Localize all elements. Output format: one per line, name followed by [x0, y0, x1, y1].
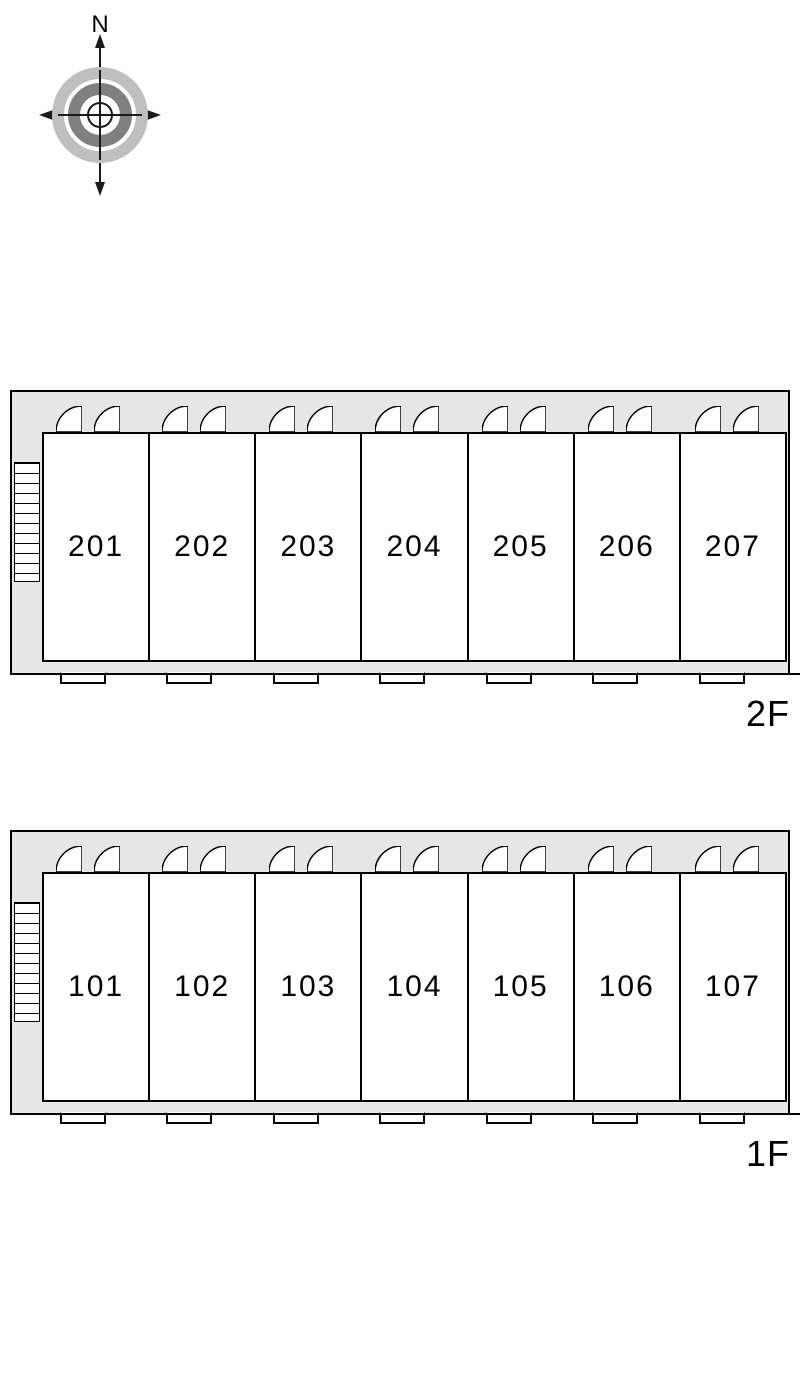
unit-number: 204: [386, 530, 442, 564]
unit-cell: 102: [148, 872, 256, 1102]
unit-number: 206: [599, 530, 655, 564]
unit-number: 102: [174, 970, 230, 1004]
unit-number: 101: [68, 970, 124, 1004]
unit-cell: 205: [467, 432, 575, 662]
unit-cell: 204: [360, 432, 468, 662]
units-row: 201 202 203 204 205 206 207: [42, 432, 787, 662]
unit-number: 201: [68, 530, 124, 564]
stair-icon: [14, 462, 40, 582]
unit-cell: 103: [254, 872, 362, 1102]
unit-cell: 203: [254, 432, 362, 662]
door-row: [42, 840, 787, 872]
compass-north-letter: N: [91, 11, 108, 38]
unit-number: 104: [386, 970, 442, 1004]
floorplan-page: N: [0, 0, 800, 1355]
floor-outline: 201 202 203 204 205 206 207: [10, 390, 790, 675]
floor-label: 1F: [10, 1133, 790, 1175]
unit-cell: 207: [679, 432, 787, 662]
baseline: [12, 673, 800, 675]
unit-cell: 105: [467, 872, 575, 1102]
unit-number: 103: [280, 970, 336, 1004]
unit-cell: 201: [42, 432, 150, 662]
unit-cell: 202: [148, 432, 256, 662]
unit-cell: 106: [573, 872, 681, 1102]
door-row: [42, 400, 787, 432]
unit-number: 205: [493, 530, 549, 564]
unit-number: 107: [705, 970, 761, 1004]
unit-cell: 107: [679, 872, 787, 1102]
units-row: 101 102 103 104 105 106 107: [42, 872, 787, 1102]
unit-number: 203: [280, 530, 336, 564]
floor-block-2f: 201 202 203 204 205 206 207 2F: [10, 390, 790, 735]
floor-outline: 101 102 103 104 105 106 107: [10, 830, 790, 1115]
floor-block-1f: 101 102 103 104 105 106 107 1F: [10, 830, 790, 1175]
unit-number: 105: [493, 970, 549, 1004]
unit-cell: 101: [42, 872, 150, 1102]
compass-rose: N: [25, 10, 175, 210]
floor-label: 2F: [10, 693, 790, 735]
unit-cell: 104: [360, 872, 468, 1102]
unit-cell: 206: [573, 432, 681, 662]
compass-icon: N: [25, 10, 175, 210]
unit-number: 202: [174, 530, 230, 564]
stair-icon: [14, 902, 40, 1022]
unit-number: 106: [599, 970, 655, 1004]
baseline: [12, 1113, 800, 1115]
unit-number: 207: [705, 530, 761, 564]
